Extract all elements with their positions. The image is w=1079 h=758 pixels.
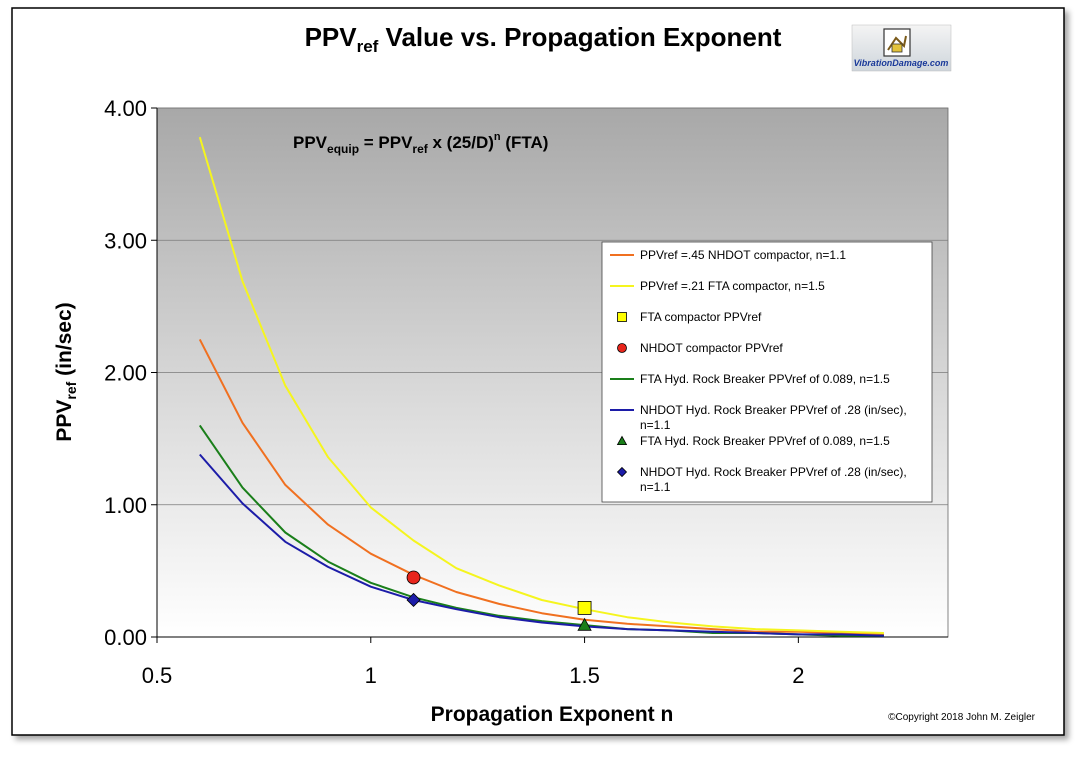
series-group (198, 136, 884, 637)
legend-entry-1: PPVref =.21 FTA compactor, n=1.5 (610, 279, 825, 293)
legend-label-2: FTA compactor PPVref (640, 310, 762, 324)
y-tick-label-3: 3.00 (104, 228, 147, 253)
logo-text: VibrationDamage.com (854, 58, 949, 68)
legend-entry-4: FTA Hyd. Rock Breaker PPVref of 0.089, n… (610, 372, 890, 386)
y-tick-label-0: 0.00 (104, 625, 147, 650)
x-tick-labels: 0.5 1 1.5 2 (142, 663, 805, 688)
series-marker-3-0 (406, 570, 421, 585)
formula-annotation: PPVequip = PPVref x (25/D)n (FTA) (293, 131, 548, 156)
legend-swatch-2 (617, 312, 627, 322)
legend-swatch-7 (616, 466, 628, 478)
legend-entry-7: NHDOT Hyd. Rock Breaker PPVref of .28 (i… (616, 465, 907, 494)
y-axis-label: PPVref (in/sec) (53, 302, 79, 441)
series-line-1 (198, 136, 884, 634)
legend-entry-6: FTA Hyd. Rock Breaker PPVref of 0.089, n… (616, 434, 890, 448)
x-tick-label-0: 0.5 (142, 663, 173, 688)
legend-label-5: NHDOT Hyd. Rock Breaker PPVref of .28 (i… (640, 403, 907, 432)
x-tick-label-2: 1.5 (569, 663, 600, 688)
series-marker-2-0 (577, 601, 592, 615)
series-marker-7-0 (406, 592, 421, 608)
legend-entry-0: PPVref =.45 NHDOT compactor, n=1.1 (610, 248, 846, 262)
axes (151, 107, 948, 643)
series-line-5 (199, 453, 884, 637)
legend-entry-2: FTA compactor PPVref (617, 310, 762, 324)
y-tick-label-1: 1.00 (104, 493, 147, 518)
y-tick-label-2: 2.00 (104, 361, 147, 386)
y-tick-label-4: 4.00 (104, 96, 147, 121)
x-tick-label-1: 1 (365, 663, 377, 688)
y-tick-labels: 0.00 1.00 2.00 3.00 4.00 (104, 96, 147, 650)
legend-label-0: PPVref =.45 NHDOT compactor, n=1.1 (640, 248, 846, 262)
legend-label-6: FTA Hyd. Rock Breaker PPVref of 0.089, n… (640, 434, 890, 448)
legend-label-4: FTA Hyd. Rock Breaker PPVref of 0.089, n… (640, 372, 890, 386)
chart-title: PPVref Value vs. Propagation Exponent (305, 22, 782, 56)
x-tick-label-3: 2 (792, 663, 804, 688)
legend-label-1: PPVref =.21 FTA compactor, n=1.5 (640, 279, 825, 293)
legend: PPVref =.45 NHDOT compactor, n=1.1 PPVref… (601, 241, 933, 503)
series-marker-6-0 (577, 617, 592, 631)
legend-label-7: NHDOT Hyd. Rock Breaker PPVref of .28 (i… (640, 465, 907, 494)
legend-entry-3: NHDOT compactor PPVref (617, 341, 783, 355)
site-logo: VibrationDamage.com (851, 24, 952, 72)
legend-label-3: NHDOT compactor PPVref (640, 341, 783, 355)
legend-swatch-3 (617, 343, 627, 353)
copyright-text: ©Copyright 2018 John M. Zeigler (888, 712, 1036, 723)
x-axis-label: Propagation Exponent n (431, 703, 674, 726)
legend-swatch-6 (616, 435, 628, 446)
series-line-0 (198, 338, 884, 636)
legend-entry-5: NHDOT Hyd. Rock Breaker PPVref of .28 (i… (610, 403, 907, 432)
